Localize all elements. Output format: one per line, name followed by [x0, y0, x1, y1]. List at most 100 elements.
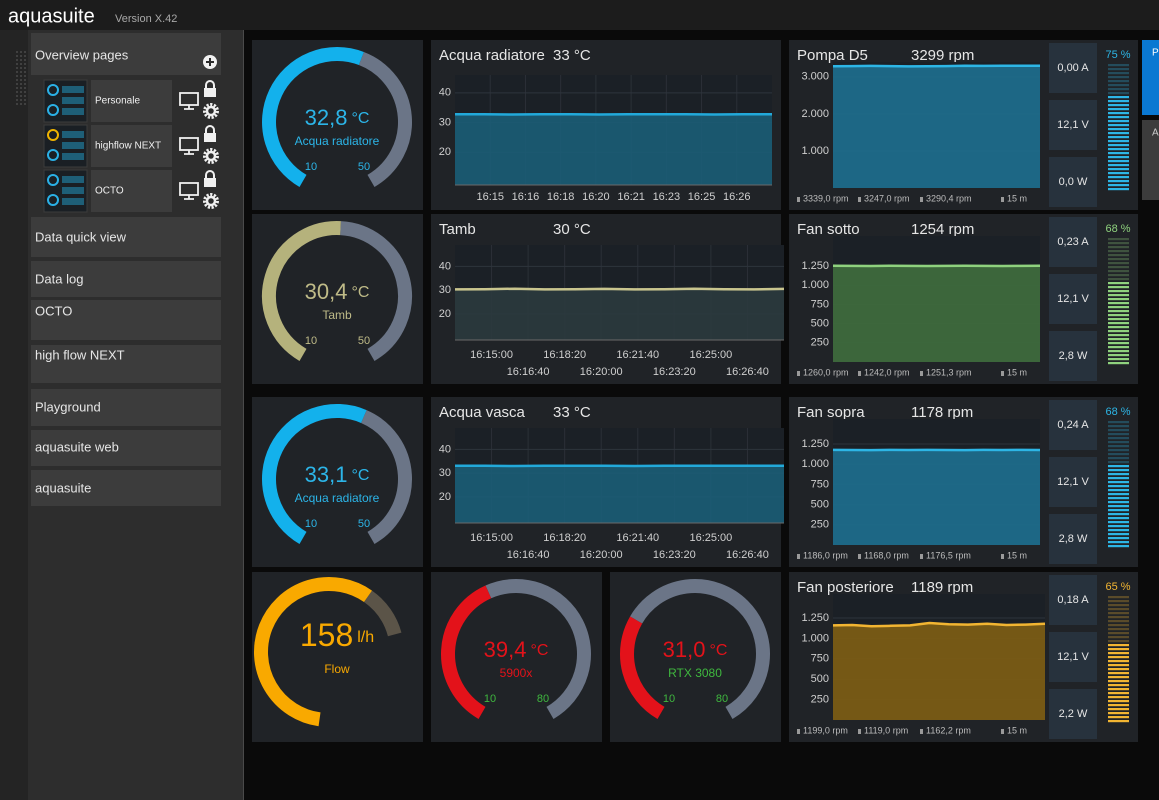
menu-label: OCTO — [35, 303, 72, 318]
y-tick-label: 1.250 — [801, 260, 829, 272]
dot — [16, 63, 18, 65]
dot — [20, 87, 22, 89]
page-item[interactable] — [91, 170, 172, 212]
gauge-unit: °C — [351, 467, 369, 484]
meter-segment-lit — [1108, 509, 1129, 512]
stat-value: 2,8 W — [1059, 533, 1088, 545]
thumb-gauge — [47, 84, 59, 96]
side-button[interactable] — [1142, 40, 1159, 115]
gauge-label: Acqua radiatore — [295, 134, 380, 148]
meter-segment — [1108, 612, 1129, 615]
meter-segment — [1108, 628, 1129, 631]
chart-title: Fan posteriore — [797, 579, 894, 596]
meter-segment-lit — [1108, 493, 1129, 496]
stat-value: 2,2 W — [1059, 708, 1088, 720]
meter-segment — [1108, 624, 1129, 627]
stat-box — [1049, 100, 1097, 150]
lock-icon[interactable] — [204, 133, 216, 142]
dot — [24, 59, 26, 61]
meter-segment — [1108, 425, 1129, 428]
menu-item[interactable] — [31, 389, 221, 426]
panel — [252, 40, 423, 210]
gauge-max: 80 — [716, 693, 728, 705]
side-button[interactable] — [1142, 120, 1159, 200]
gauge-unit: °C — [351, 110, 369, 127]
dot — [20, 103, 22, 105]
menu-item[interactable] — [31, 470, 221, 506]
meter-segment-lit — [1108, 168, 1129, 171]
dot — [16, 103, 18, 105]
menu-item[interactable] — [31, 261, 221, 297]
gear-teeth[interactable] — [203, 193, 219, 209]
meter-segment-lit — [1108, 124, 1129, 127]
dot — [16, 99, 18, 101]
meter-segment-lit — [1108, 156, 1129, 159]
page-item[interactable] — [91, 125, 172, 167]
meter-segment-lit — [1108, 545, 1129, 548]
footer-icon — [920, 371, 923, 376]
lock-shackle — [205, 170, 215, 178]
lock-icon[interactable] — [204, 178, 216, 187]
stat-value: 2,8 W — [1059, 350, 1088, 362]
y-tick-label: 40 — [439, 260, 451, 272]
dot — [20, 91, 22, 93]
meter-segment — [1108, 92, 1129, 95]
y-tick-label: 250 — [811, 694, 829, 706]
gear-icon — [205, 195, 217, 207]
y-tick-label: 1.250 — [801, 438, 829, 450]
meter-segment-lit — [1108, 180, 1129, 183]
gear-teeth[interactable] — [203, 148, 219, 164]
dot — [20, 59, 22, 61]
dot — [20, 63, 22, 65]
x-tick-label: 16:20:00 — [580, 366, 623, 378]
dot — [24, 79, 26, 81]
meter-segment-lit — [1108, 100, 1129, 103]
page-name: Personale — [95, 96, 140, 107]
thumb-chart — [62, 108, 84, 115]
menu-item[interactable] — [31, 300, 221, 340]
menu-label: Data quick view — [35, 229, 127, 244]
x-tick-label: 16:26:40 — [726, 549, 769, 561]
y-tick-label: 20 — [439, 308, 451, 320]
percent-label: 65 % — [1105, 581, 1130, 593]
menu-item[interactable] — [31, 345, 221, 383]
gauge-number: 32,8 — [305, 105, 348, 130]
y-tick-label: 250 — [811, 519, 829, 531]
y-tick-label: 30 — [439, 116, 451, 128]
y-tick-label: 1.000 — [801, 632, 829, 644]
footer-text: 15 m — [1007, 725, 1027, 735]
meter-segment — [1108, 254, 1129, 257]
meter-segment-lit — [1108, 720, 1129, 723]
dot — [20, 55, 22, 57]
stat-box — [1049, 575, 1097, 625]
thumb-gauge — [47, 149, 59, 161]
menu-item[interactable] — [31, 430, 221, 466]
dot — [20, 71, 22, 73]
y-tick-label: 30 — [439, 467, 451, 479]
page-item[interactable] — [91, 80, 172, 122]
chart-reading: 1189 rpm — [911, 579, 973, 596]
monitor-stand — [184, 105, 194, 110]
gauge-value: 39,4 °C — [484, 637, 549, 662]
menu-item[interactable] — [31, 217, 221, 257]
x-tick-label: 16:25 — [688, 191, 716, 203]
gauge-track — [363, 590, 402, 637]
overview-item[interactable] — [31, 33, 221, 75]
meter-segment-lit — [1108, 489, 1129, 492]
dot — [16, 95, 18, 97]
gauge-number: 30,4 — [305, 279, 348, 304]
percent-label: 75 % — [1105, 49, 1130, 61]
chart-title: Pompa D5 — [797, 47, 868, 64]
stat-value: 12,1 V — [1057, 651, 1089, 663]
y-tick-label: 30 — [439, 284, 451, 296]
y-tick-label: 1.250 — [801, 612, 829, 624]
lock-icon[interactable] — [204, 88, 216, 97]
gauge-arc — [262, 404, 367, 544]
meter-segment — [1108, 461, 1129, 464]
stat-value: 0,23 A — [1057, 236, 1089, 248]
gear-teeth[interactable] — [203, 103, 219, 119]
lock-shackle — [205, 80, 215, 88]
overview-label: Overview pages — [35, 47, 129, 62]
dot — [16, 87, 18, 89]
